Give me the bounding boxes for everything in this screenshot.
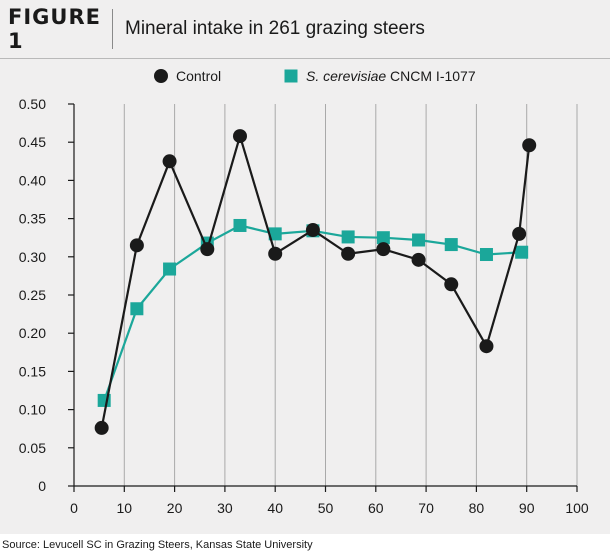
- x-tick-label: 50: [318, 500, 334, 516]
- series-line-control: [100, 134, 531, 429]
- x-tick-label: 60: [368, 500, 384, 516]
- y-tick-label: 0: [38, 478, 46, 494]
- chart-title: Mineral intake in 261 grazing steers: [125, 18, 425, 39]
- x-tick-label: 30: [217, 500, 233, 516]
- x-tick-label: 80: [469, 500, 485, 516]
- data-point-control: [94, 420, 109, 435]
- source-note: Source: Levucell SC in Grazing Steers, K…: [2, 539, 313, 551]
- line-chart: 0 0.05 0.10 0.15 0.20 0.25 0.30 0.35 0.40 0.45 0.5…: [19, 68, 589, 516]
- data-point-treatment: [268, 227, 282, 241]
- series-line-treatment: [103, 224, 522, 401]
- legend-marker-treatment: [284, 69, 298, 83]
- data-point-treatment: [479, 248, 493, 262]
- x-tick-label: 70: [418, 500, 434, 516]
- data-point-treatment: [341, 230, 355, 244]
- data-point-control: [444, 277, 459, 292]
- data-point-control: [479, 339, 494, 354]
- y-tick-label: 0.40: [19, 172, 46, 188]
- data-point-treatment: [515, 245, 529, 259]
- x-tick-label: 90: [519, 500, 535, 516]
- y-tick-label: 0.35: [19, 211, 46, 227]
- x-tick-label: 40: [267, 500, 283, 516]
- x-tick-label: 100: [565, 500, 589, 516]
- y-tick-label: 0.05: [19, 440, 46, 456]
- legend-marker-control: [154, 69, 168, 83]
- x-tick-label: 10: [117, 500, 133, 516]
- y-tick-label: 0.45: [19, 134, 46, 150]
- data-point-control: [162, 154, 177, 169]
- y-tick-label: 0.15: [19, 363, 46, 379]
- data-point-control: [522, 138, 537, 153]
- x-tick-label: 20: [167, 500, 183, 516]
- data-point-control: [512, 226, 527, 241]
- x-tick-label: 0: [70, 500, 78, 516]
- y-tick-label: 0.50: [19, 96, 46, 112]
- legend-label-control: Control: [176, 68, 221, 84]
- data-point-treatment: [130, 302, 144, 316]
- y-tick-label: 0.30: [19, 249, 46, 265]
- data-point-control: [376, 242, 391, 257]
- figure-label: FIGURE 1: [8, 5, 101, 53]
- data-point-treatment: [376, 231, 390, 245]
- figure-header: FIGURE 1 Mineral intake in 261 grazing s…: [0, 0, 610, 59]
- legend-label-treatment: S. cerevisiae CNCM I-1077: [306, 68, 476, 84]
- y-tick-label: 0.25: [19, 287, 46, 303]
- y-tick-label: 0.20: [19, 325, 46, 341]
- data-point-treatment: [412, 233, 426, 247]
- data-point-control: [200, 242, 215, 257]
- data-point-treatment: [163, 262, 177, 276]
- data-point-control: [411, 252, 426, 267]
- data-point-control: [341, 246, 356, 261]
- header-divider: [112, 9, 113, 49]
- data-point-treatment: [233, 218, 247, 232]
- data-point-control: [305, 223, 320, 238]
- y-tick-label: 0.10: [19, 402, 46, 418]
- data-point-treatment: [444, 238, 458, 252]
- figure-frame: [0, 0, 610, 534]
- data-point-control: [232, 129, 247, 144]
- data-point-control: [268, 246, 283, 261]
- data-point-control: [129, 238, 144, 253]
